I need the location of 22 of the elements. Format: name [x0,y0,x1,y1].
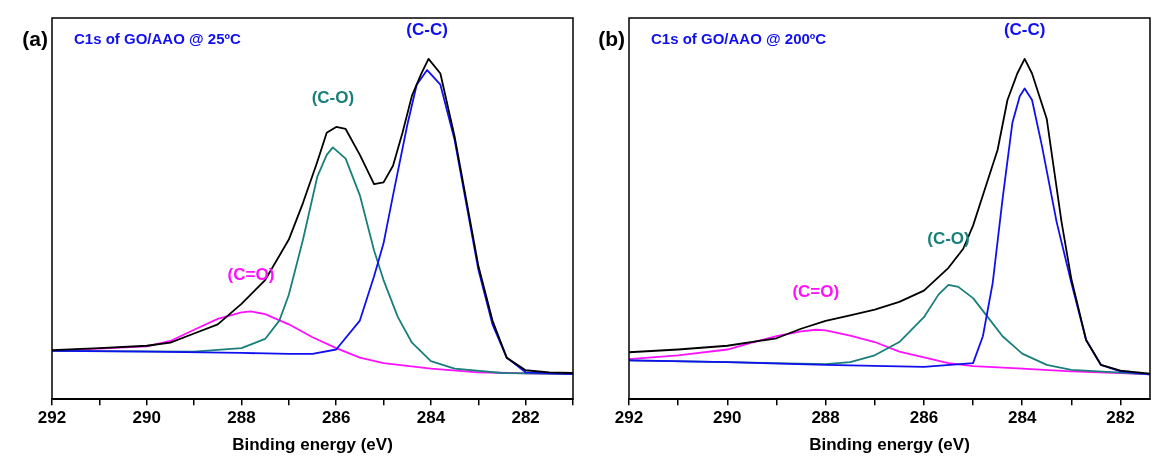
x-tick-label: 288 [811,408,840,428]
series-label: (C=O) [792,282,840,302]
text: (a) [22,26,48,50]
chart-title: C1s of GO/AAO @ 200ºC [651,30,827,48]
x-tick-label: 282 [511,408,540,428]
x-tick-label: 292 [37,408,67,428]
text: (C-C) [406,20,448,40]
x-tick-label: 286 [909,408,939,428]
text: (C-C) [1003,20,1046,40]
chart-title: C1s of GO/AAO @ 25ºC [74,30,241,48]
text: (b) [598,26,625,50]
x-tick-label: 290 [713,408,742,428]
x-axis-title: Binding energy (eV) [232,435,393,455]
x-axis-title: Binding energy (eV) [809,435,970,455]
x-tick-label: 286 [321,408,351,428]
x-tick-label: 284 [416,408,446,428]
x-tick-label: 284 [1008,408,1037,428]
x-tick-label: 290 [132,408,161,428]
x-tick-label: 282 [1106,408,1135,428]
text: (C-O) [311,88,355,108]
x-tick-label: 292 [614,408,644,428]
x-tick-label: 288 [227,408,256,428]
